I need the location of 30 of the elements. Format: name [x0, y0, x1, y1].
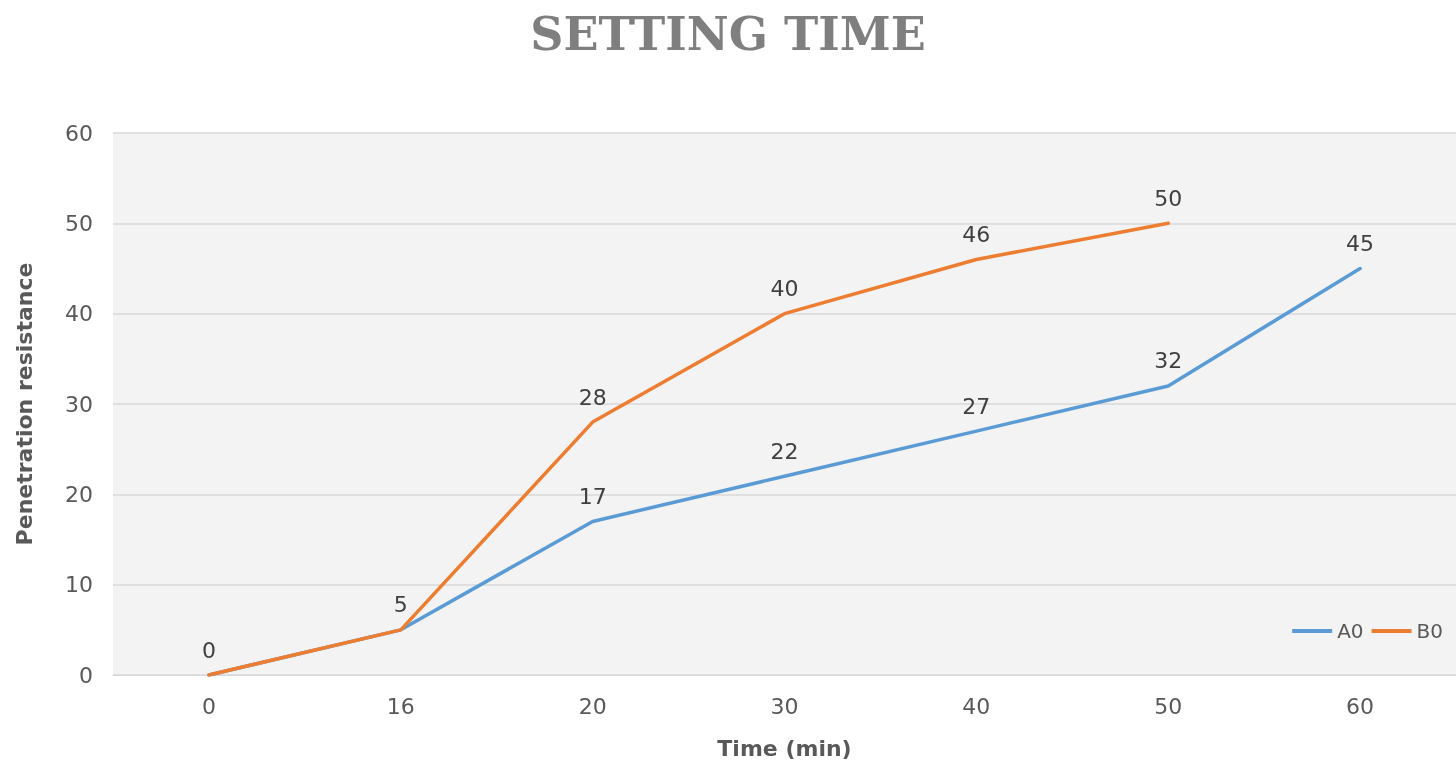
x-tick-label: 50 [1154, 693, 1183, 719]
data-label: 5 [393, 592, 408, 618]
legend-label: A0 [1337, 619, 1364, 643]
data-label: 50 [1154, 185, 1183, 211]
data-label: 0 [201, 637, 216, 663]
data-label: 22 [770, 438, 799, 464]
chart-title: SETTING TIME [530, 7, 926, 61]
data-label: 32 [1154, 348, 1183, 374]
y-tick-label: 40 [65, 301, 93, 327]
y-tick-label: 60 [65, 120, 93, 146]
x-tick-label: 60 [1346, 693, 1375, 719]
y-tick-label: 30 [65, 391, 93, 417]
x-tick-label: 0 [201, 693, 216, 719]
data-label: 46 [962, 221, 991, 247]
y-tick-label: 50 [65, 210, 93, 236]
data-label: 17 [578, 483, 607, 509]
x-tick-label: 40 [962, 693, 991, 719]
x-axis-title: Time (min) [717, 735, 852, 761]
y-tick-label: 0 [79, 662, 93, 688]
data-label: 40 [770, 276, 799, 302]
y-tick-label: 20 [65, 481, 93, 507]
data-label: 28 [578, 384, 607, 410]
y-tick-label: 10 [65, 572, 93, 598]
y-axis-title: Penetration resistance [11, 262, 37, 546]
data-label: 27 [962, 393, 991, 419]
x-tick-label: 30 [770, 693, 799, 719]
x-tick-label: 16 [386, 693, 415, 719]
legend-label: B0 [1416, 619, 1444, 643]
x-tick-label: 20 [578, 693, 607, 719]
data-label: 45 [1346, 231, 1375, 256]
